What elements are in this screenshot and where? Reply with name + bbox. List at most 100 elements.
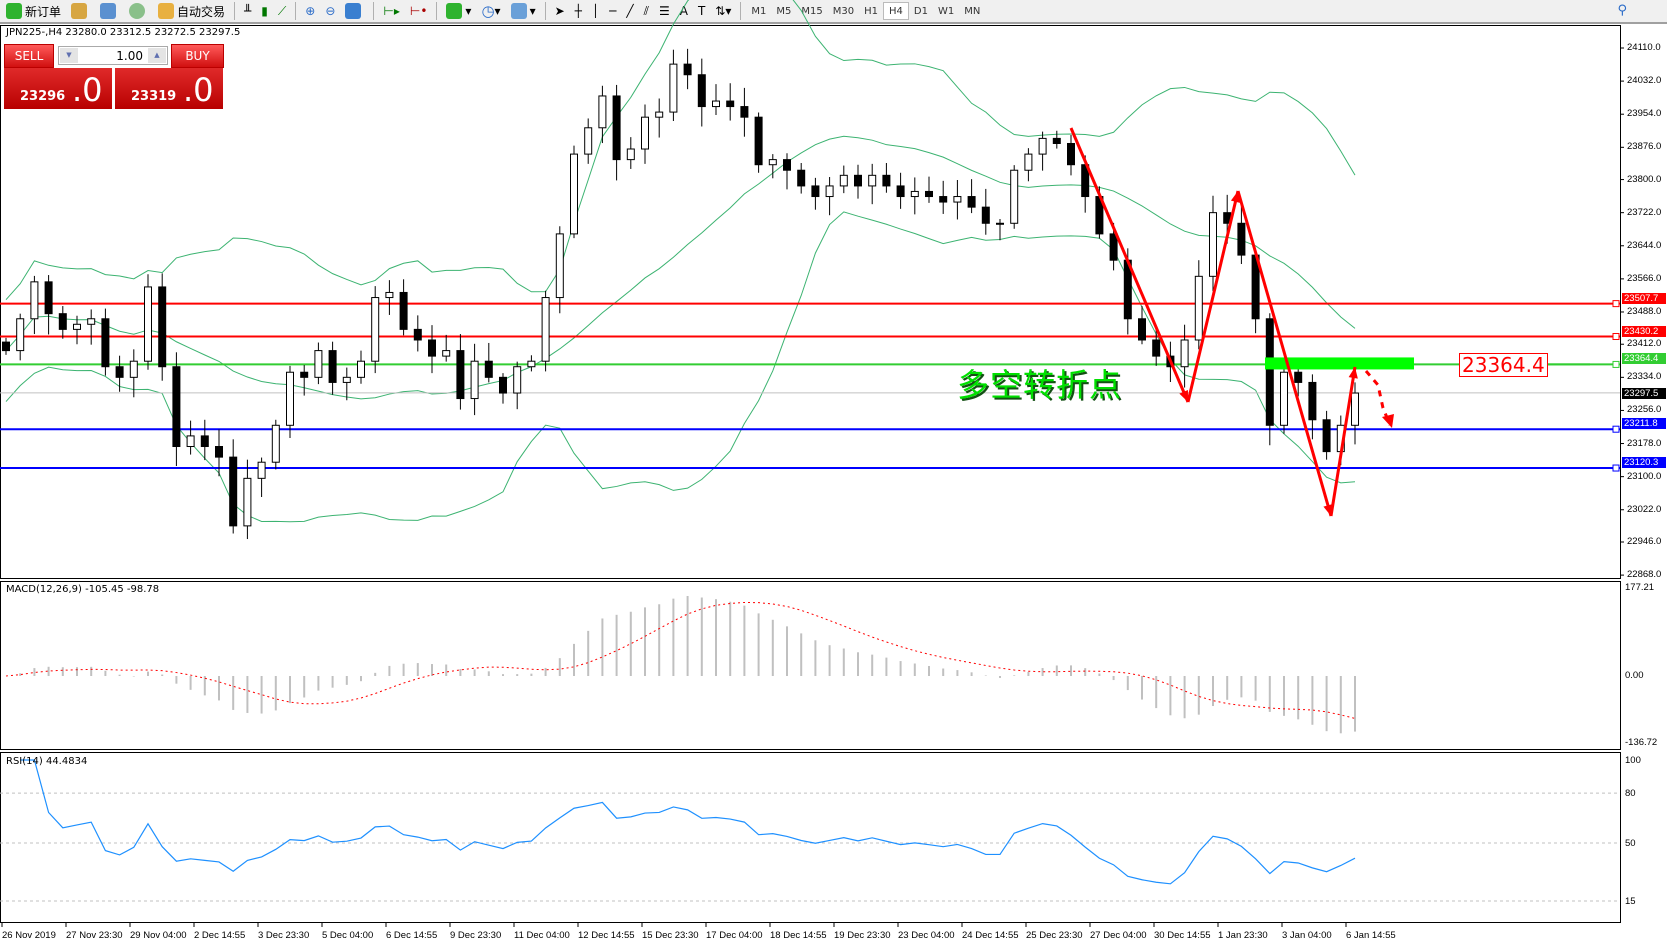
bull-candle <box>186 435 195 448</box>
templates-icon <box>510 3 527 19</box>
timeframe-m30[interactable]: M30 <box>832 5 855 17</box>
chart-shift-icon: ⊢• <box>409 4 428 18</box>
timeframe-d1[interactable]: D1 <box>913 5 928 17</box>
bull-candle <box>513 366 522 394</box>
zoom-in-button[interactable]: ⊕ <box>301 1 319 21</box>
auto-trading-label: 自动交易 <box>177 4 226 19</box>
zoom-out-button[interactable]: ⊖ <box>321 1 339 21</box>
text-label-button[interactable]: T <box>694 1 709 21</box>
indicators-button[interactable]: ▾ <box>442 1 475 21</box>
bull-candle <box>342 376 351 383</box>
sell-price[interactable]: 23296 .0 <box>4 68 112 109</box>
bollinger-lower <box>5 211 1356 523</box>
timeframe-m5[interactable]: M5 <box>776 5 792 17</box>
chart-shift-button[interactable]: ⊢• <box>406 1 432 21</box>
arrow-head <box>1179 390 1188 402</box>
lot-decrease-button[interactable]: ▼ <box>60 48 78 63</box>
periods-button[interactable]: ◷ ▾ <box>481 2 501 20</box>
auto-scroll-button[interactable]: ⊢▸ <box>379 1 403 21</box>
lot-increase-button[interactable]: ▲ <box>148 48 166 63</box>
timeframe-w1[interactable]: W1 <box>937 5 955 17</box>
navigator-button[interactable] <box>96 1 123 21</box>
bear-candle <box>1322 419 1331 453</box>
macd-axis-label: -136.72 <box>1625 737 1658 748</box>
separator <box>740 2 742 20</box>
fibonacci-button[interactable]: ☰ <box>655 1 674 21</box>
lot-size-input[interactable]: ▼ 1.00 ▲ <box>58 46 168 65</box>
timeframe-m15[interactable]: M15 <box>801 5 823 17</box>
search-icon[interactable]: ⚲ <box>1617 3 1627 18</box>
text-button[interactable]: A <box>676 1 692 21</box>
templates-button[interactable]: ▾ <box>507 1 540 21</box>
lot-size-value[interactable]: 1.00 <box>116 49 143 63</box>
price-axis-label: 23488.0 <box>1627 305 1662 317</box>
price-axis-label: 24032.0 <box>1627 75 1662 87</box>
time-axis-label: 25 Dec 23:30 <box>1026 930 1083 941</box>
bear-candle <box>229 456 238 527</box>
bear-candle <box>101 318 110 368</box>
main-pane <box>0 25 1621 579</box>
timeframe-h1[interactable]: H1 <box>864 5 878 17</box>
auto-trading-button[interactable]: 自动交易 <box>154 1 229 21</box>
bear-candle <box>300 371 309 378</box>
horizontal-line-button[interactable]: ─ <box>605 1 620 21</box>
bar-chart-button[interactable]: ╨ <box>240 1 255 21</box>
trendline-icon: ╱ <box>626 4 634 18</box>
buy-price[interactable]: 23319 .0 <box>115 68 223 109</box>
macd-axis-label: 177.21 <box>1625 582 1655 593</box>
annotation-price-label[interactable]: 23364.4 <box>1459 353 1548 377</box>
time-axis-label: 24 Dec 14:55 <box>962 930 1019 941</box>
market-watch-icon <box>71 3 88 19</box>
bull-candle <box>87 318 96 325</box>
bull-candle <box>555 233 564 299</box>
bear-candle <box>1138 318 1146 341</box>
bear-candle <box>1265 318 1274 426</box>
vertical-line-button[interactable]: │ <box>588 1 603 21</box>
price-level-label: 23507.7 <box>1622 292 1666 304</box>
buy-button[interactable]: BUY <box>171 44 224 68</box>
price-axis-label: 24110.0 <box>1627 42 1661 53</box>
signal-button[interactable] <box>125 1 152 21</box>
tile-windows-icon <box>345 3 362 19</box>
buy-price-fraction: .0 <box>183 71 214 109</box>
bear-candle <box>1237 222 1246 256</box>
timeframe-h4[interactable]: H4 <box>883 2 909 20</box>
bear-candle <box>456 350 465 400</box>
arrows-button[interactable]: ⇅ ▾ <box>715 4 732 18</box>
bear-candle <box>413 328 422 341</box>
price-level-label: 23430.2 <box>1622 325 1666 337</box>
bull-candle <box>357 360 365 378</box>
time-axis-label: 18 Dec 14:55 <box>770 930 827 941</box>
current-price-label: 23297.5 <box>1622 387 1666 399</box>
bear-candle <box>882 174 891 187</box>
timeframe-mn[interactable]: MN <box>964 5 981 17</box>
level-handle <box>1612 464 1620 472</box>
time-axis-label: 27 Nov 23:30 <box>66 930 123 941</box>
bull-candle <box>626 148 635 161</box>
price-axis-label: 22868.0 <box>1627 569 1662 581</box>
bull-candle <box>1180 339 1189 368</box>
candlestick-button[interactable]: ▮ <box>257 1 272 21</box>
bull-candle <box>1209 212 1217 277</box>
cursor-button[interactable]: ➤ <box>551 1 569 21</box>
crosshair-button[interactable]: ┼ <box>571 1 586 21</box>
market-watch-button[interactable] <box>67 1 94 21</box>
annotation-text[interactable]: 多空转折点 <box>957 366 1123 404</box>
arrow-head <box>1348 367 1358 379</box>
sell-button[interactable]: SELL <box>4 44 54 68</box>
equidistant-channel-button[interactable]: ⫽ <box>640 1 653 21</box>
line-chart-icon: ⟋ <box>277 3 287 18</box>
line-chart-button[interactable]: ⟋ <box>274 1 290 21</box>
timeframe-m1[interactable]: M1 <box>751 5 767 17</box>
bull-candle <box>1024 153 1033 171</box>
price-level-label: 23211.8 <box>1622 418 1666 430</box>
bear-candle <box>1052 137 1061 144</box>
new-order-button[interactable]: 新订单 <box>2 1 65 21</box>
time-axis-label: 3 Dec 23:30 <box>258 930 310 941</box>
rsi-label: RSI(14) 44.4834 <box>6 756 88 767</box>
trendline-button[interactable]: ╱ <box>622 1 637 21</box>
tile-windows-button[interactable] <box>341 1 368 21</box>
price-level-label: 23120.3 <box>1622 457 1666 469</box>
bull-candle <box>286 371 294 426</box>
